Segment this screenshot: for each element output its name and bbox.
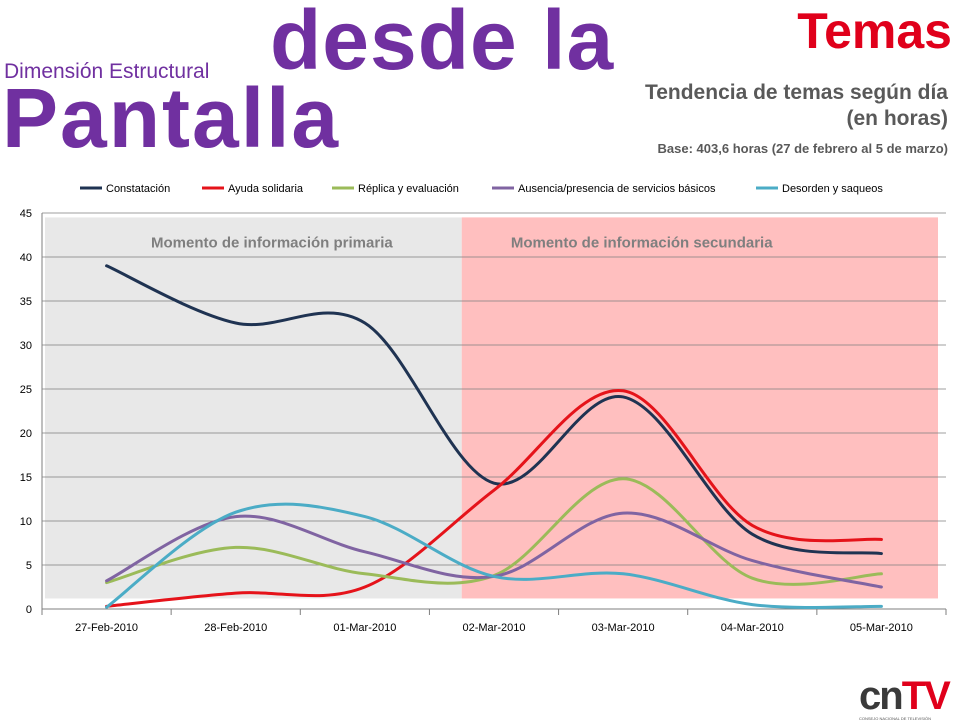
x-tick-label: 28-Feb-2010 [204, 622, 267, 634]
region-label-secondary: Momento de información secundaria [511, 234, 773, 251]
chart-heading: Tendencia de temas según día (en horas) [644, 81, 948, 131]
y-tick-label: 5 [26, 560, 32, 572]
legend-entry: Ausencia/presencia de servicios básicos [518, 183, 716, 195]
legend-entry: Constatación [106, 183, 170, 195]
x-tick-label: 05-Mar-2010 [850, 622, 913, 634]
chart-regions: Momento de información primaria Momento d… [45, 217, 938, 599]
region-secondary [461, 217, 938, 599]
chart-series [105, 264, 883, 609]
title-desde-la: desde la [270, 0, 615, 87]
y-axis: 0 5 10 15 20 25 30 35 40 45 [20, 208, 43, 616]
logo-tv-text: TV [901, 674, 951, 718]
x-tick-label: 03-Mar-2010 [592, 622, 655, 634]
logo-cn-text: cn [859, 674, 904, 718]
x-tick-label: 04-Mar-2010 [721, 622, 784, 634]
y-tick-label: 35 [20, 296, 32, 308]
series-line-0 [105, 264, 883, 556]
y-tick-label: 25 [20, 384, 32, 396]
legend-entry: Réplica y evaluación [358, 183, 459, 195]
y-tick-label: 0 [26, 604, 32, 616]
x-tick-label: 27-Feb-2010 [75, 622, 138, 634]
logo-caption: CONSEJO NACIONAL DE TELEVISIÓN [859, 716, 932, 721]
y-tick-label: 40 [20, 252, 32, 264]
series-line-1 [105, 389, 883, 608]
trend-chart: Constatación Ayuda solidaria Réplica y eva… [20, 183, 947, 634]
chart-legend: Constatación Ayuda solidaria Réplica y eva… [80, 183, 883, 195]
region-label-primary: Momento de información primaria [151, 234, 393, 251]
legend-entry: Desorden y saqueos [782, 183, 883, 195]
y-tick-label: 20 [20, 428, 32, 440]
x-tick-label: 01-Mar-2010 [333, 622, 396, 634]
y-tick-label: 45 [20, 208, 32, 220]
legend-entry: Ayuda solidaria [228, 183, 304, 195]
title-pantalla: Pantalla [2, 71, 341, 165]
section-temas: Temas [797, 3, 952, 59]
x-tick-label: 02-Mar-2010 [463, 622, 526, 634]
region-primary [45, 217, 462, 599]
cntv-logo: cnTV CONSEJO NACIONAL DE TELEVISIÓN [859, 674, 954, 721]
series-line-2 [105, 477, 883, 586]
dimension-subtitle: Dimensión Estructural [4, 60, 210, 83]
y-tick-label: 10 [20, 516, 32, 528]
series-line-4 [105, 502, 883, 609]
y-tick-label: 30 [20, 340, 32, 352]
x-axis: 27-Feb-2010 28-Feb-2010 01-Mar-2010 02-Mar-… [41, 608, 947, 634]
y-tick-label: 15 [20, 472, 32, 484]
base-note: Base: 403,6 horas (27 de febrero al 5 de… [657, 141, 948, 156]
